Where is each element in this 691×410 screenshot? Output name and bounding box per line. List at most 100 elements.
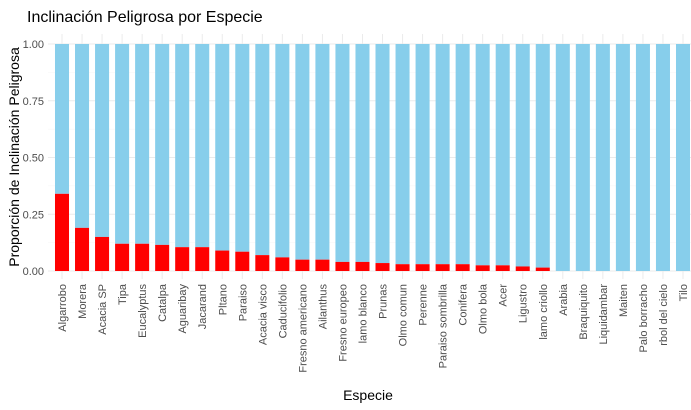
x-tick-label: Catalpa bbox=[157, 283, 169, 322]
x-tick-label: lamo blanco bbox=[357, 284, 369, 343]
bar-no-peligrosa bbox=[135, 44, 150, 244]
x-tick-label: Tipa bbox=[117, 283, 129, 305]
bar-peligrosa bbox=[435, 264, 450, 271]
y-tick-label: 0.00 bbox=[23, 266, 44, 278]
bar-peligrosa bbox=[115, 243, 130, 271]
x-tick-label: Acer bbox=[498, 284, 510, 307]
x-tick-label: lamo criollo bbox=[538, 284, 550, 340]
bar-peligrosa bbox=[235, 251, 250, 271]
bar-no-peligrosa bbox=[535, 44, 550, 268]
bar-peligrosa bbox=[54, 193, 70, 271]
x-tick-label: Prunas bbox=[378, 284, 390, 319]
bar-peligrosa bbox=[515, 266, 530, 271]
x-tick-label: Perenne bbox=[418, 284, 430, 326]
x-tick-label: Liquidambar bbox=[598, 284, 610, 345]
x-tick-label: Braquiquito bbox=[578, 284, 590, 340]
x-tick-label: rbol del cielo bbox=[658, 284, 670, 346]
y-tick-label: 0.75 bbox=[23, 96, 44, 108]
bar-peligrosa bbox=[535, 267, 550, 271]
bar-no-peligrosa bbox=[275, 44, 290, 258]
bar-no-peligrosa bbox=[435, 44, 450, 265]
bar-peligrosa bbox=[355, 261, 370, 271]
bar-no-peligrosa bbox=[655, 44, 670, 271]
bar-peligrosa bbox=[375, 263, 390, 271]
bar-peligrosa bbox=[455, 264, 470, 271]
chart-title: Inclinación Peligrosa por Especie bbox=[27, 9, 263, 26]
x-tick-label: Arabia bbox=[558, 283, 570, 316]
bar-no-peligrosa bbox=[555, 44, 570, 271]
bar-no-peligrosa bbox=[355, 44, 370, 262]
bar-peligrosa bbox=[95, 236, 110, 271]
bar-peligrosa bbox=[315, 259, 330, 271]
x-tick-label: Conifera bbox=[458, 283, 470, 325]
x-tick-label: Fresno europeo bbox=[337, 284, 349, 362]
bar-peligrosa bbox=[215, 250, 230, 271]
bar-no-peligrosa bbox=[235, 44, 250, 252]
bar-peligrosa bbox=[275, 257, 290, 271]
bar-no-peligrosa bbox=[295, 44, 310, 260]
x-tick-label: Olmo bola bbox=[478, 283, 490, 334]
bar-peligrosa bbox=[475, 265, 490, 271]
bar-no-peligrosa bbox=[215, 44, 230, 251]
bar-peligrosa bbox=[395, 264, 410, 271]
x-tick-label: Maiten bbox=[618, 284, 630, 317]
bar-no-peligrosa bbox=[395, 44, 410, 265]
x-tick-label: Jacarand bbox=[197, 284, 209, 329]
y-tick-label: 0.25 bbox=[23, 209, 44, 221]
bar-no-peligrosa bbox=[515, 44, 530, 267]
x-tick-label: Ailanthus bbox=[317, 284, 329, 330]
x-tick-label: Aguaribay bbox=[177, 284, 189, 334]
bars bbox=[54, 44, 691, 271]
bar-no-peligrosa bbox=[75, 44, 90, 228]
bar-no-peligrosa bbox=[415, 44, 430, 265]
x-tick-label: Algarrobo bbox=[57, 284, 69, 332]
x-tick-label: Pltano bbox=[217, 284, 229, 315]
bar-no-peligrosa bbox=[615, 44, 630, 271]
bar-no-peligrosa bbox=[675, 44, 691, 271]
bar-no-peligrosa bbox=[475, 44, 490, 266]
bar-no-peligrosa bbox=[455, 44, 470, 265]
bar-no-peligrosa bbox=[95, 44, 110, 237]
x-tick-label: Ligustro bbox=[518, 284, 530, 323]
x-axis-title: Especie bbox=[343, 387, 393, 403]
x-tick-label: Morera bbox=[77, 283, 89, 319]
x-tick-label: Acacia SP bbox=[97, 284, 109, 335]
x-tick-label: Olmo comun bbox=[398, 284, 410, 346]
bar-peligrosa bbox=[495, 265, 510, 271]
bar-no-peligrosa bbox=[155, 44, 170, 245]
bar-peligrosa bbox=[135, 243, 150, 271]
bar-no-peligrosa bbox=[175, 44, 190, 248]
x-tick-label: Eucalyptus bbox=[137, 284, 149, 338]
bar-no-peligrosa bbox=[635, 44, 650, 271]
bar-peligrosa bbox=[255, 255, 270, 271]
bar-no-peligrosa bbox=[335, 44, 350, 262]
y-tick-label: 0.50 bbox=[23, 153, 44, 165]
bar-no-peligrosa bbox=[255, 44, 270, 256]
bar-no-peligrosa bbox=[195, 44, 210, 248]
bar-peligrosa bbox=[195, 247, 210, 271]
y-axis-title: Proporción de Inclinación Peligrosa bbox=[6, 47, 22, 267]
bar-no-peligrosa bbox=[115, 44, 130, 244]
x-axis-ticks: Algarrobo Morera Acacia SP Tipa Eucalyptus Ca… bbox=[57, 283, 690, 373]
x-tick-label: Paraiso bbox=[237, 284, 249, 321]
bar-peligrosa bbox=[335, 261, 350, 271]
bar-no-peligrosa bbox=[575, 44, 590, 271]
y-axis-ticks: 0.00 0.25 0.50 0.75 1.00 bbox=[23, 39, 44, 278]
bar-peligrosa bbox=[295, 259, 310, 271]
bar-no-peligrosa bbox=[375, 44, 390, 264]
x-tick-label: Paraiso sombrilla bbox=[438, 283, 450, 368]
bar-no-peligrosa bbox=[595, 44, 610, 271]
x-tick-label: Acacia visco bbox=[257, 284, 269, 345]
x-tick-label: Tilo bbox=[678, 284, 690, 301]
bar-peligrosa bbox=[175, 247, 190, 271]
bar-no-peligrosa bbox=[495, 44, 510, 266]
bar-peligrosa bbox=[415, 264, 430, 271]
x-tick-label: Caducifolio bbox=[277, 284, 289, 338]
x-tick-label: Fresno americano bbox=[297, 284, 309, 373]
bar-no-peligrosa bbox=[315, 44, 330, 260]
bar-peligrosa bbox=[155, 244, 170, 271]
y-tick-label: 1.00 bbox=[23, 39, 44, 51]
bar-no-peligrosa bbox=[54, 44, 70, 194]
